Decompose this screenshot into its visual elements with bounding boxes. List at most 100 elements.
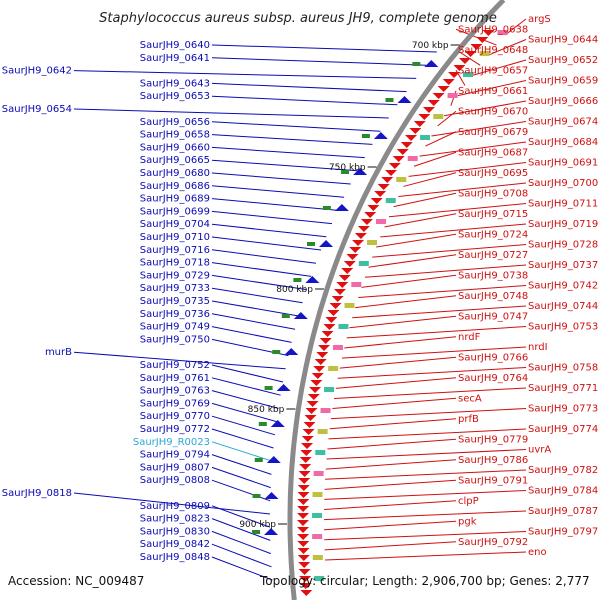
right-gene-label: SaurJH9_0652 bbox=[528, 55, 598, 66]
forward-strand-gene bbox=[297, 499, 310, 505]
gene-category-block bbox=[332, 345, 343, 350]
scale-tick-label: 850 kbp bbox=[248, 405, 285, 415]
left-label-connector bbox=[211, 505, 271, 528]
right-label-connector bbox=[352, 305, 527, 319]
forward-strand-gene bbox=[301, 436, 314, 442]
left-gene-label: SaurJH9_0642 bbox=[2, 66, 72, 77]
forward-strand-gene bbox=[305, 408, 318, 414]
forward-strand-gene bbox=[437, 86, 450, 92]
left-gene-label: SaurJH9_0686 bbox=[140, 181, 210, 192]
forward-strand-gene bbox=[323, 324, 336, 330]
gene-category-block bbox=[407, 156, 418, 161]
right-label-connector bbox=[329, 418, 457, 430]
forward-strand-gene bbox=[299, 464, 312, 470]
reverse-gene-block bbox=[385, 98, 394, 102]
right-label-connector bbox=[361, 274, 457, 288]
left-gene-label: SaurJH9_0794 bbox=[140, 450, 210, 461]
gene-category-block bbox=[385, 198, 396, 203]
left-gene-label: SaurJH9_0769 bbox=[140, 398, 210, 409]
left-label-connector bbox=[211, 274, 307, 291]
left-label-connector bbox=[211, 287, 303, 304]
forward-strand-gene bbox=[299, 576, 312, 582]
gene-category-block bbox=[351, 282, 362, 287]
left-label-connector bbox=[73, 108, 389, 119]
right-label-connector bbox=[455, 28, 497, 46]
reverse-strand-gene bbox=[293, 312, 308, 319]
forward-strand-gene bbox=[374, 191, 387, 197]
right-gene-label: SaurJH9_0753 bbox=[528, 322, 598, 333]
forward-strand-gene bbox=[442, 79, 455, 85]
reverse-gene-block bbox=[254, 458, 263, 462]
forward-strand-gene bbox=[338, 275, 351, 281]
left-label-connector bbox=[211, 556, 273, 581]
forward-strand-gene bbox=[298, 478, 311, 484]
genome-backbone bbox=[287, 0, 506, 600]
right-label-connector bbox=[408, 162, 527, 177]
right-label-connector bbox=[327, 438, 457, 450]
gene-category-block bbox=[420, 135, 431, 140]
forward-strand-gene bbox=[313, 366, 326, 372]
left-gene-label: SaurJH9_0643 bbox=[140, 78, 210, 89]
right-label-connector bbox=[413, 151, 457, 167]
right-gene-label: SaurJH9_0674 bbox=[528, 117, 598, 128]
left-gene-label: SaurJH9_0653 bbox=[140, 91, 210, 102]
scale-tick-label: 900 kbp bbox=[239, 520, 276, 530]
left-gene-label: SaurJH9_0750 bbox=[140, 334, 210, 345]
forward-strand-gene bbox=[405, 135, 418, 141]
right-label-connector bbox=[334, 387, 527, 399]
right-label-connector bbox=[504, 18, 527, 36]
forward-strand-gene bbox=[388, 163, 401, 169]
reverse-strand-gene bbox=[264, 492, 279, 499]
right-label-connector bbox=[324, 479, 457, 490]
right-gene-label: SaurJH9_0797 bbox=[528, 527, 598, 538]
forward-strand-gene bbox=[301, 443, 314, 449]
left-gene-label: SaurJH9_0689 bbox=[140, 194, 210, 205]
left-label-connector bbox=[211, 390, 279, 409]
right-label-connector bbox=[335, 377, 457, 389]
forward-strand-gene bbox=[357, 226, 370, 232]
gene-category-block bbox=[433, 114, 444, 119]
left-label-connector bbox=[211, 326, 292, 343]
forward-strand-gene bbox=[298, 471, 311, 477]
reverse-gene-block bbox=[322, 206, 331, 210]
right-label-connector bbox=[341, 346, 527, 359]
left-gene-label: SaurJH9_0830 bbox=[140, 526, 210, 537]
forward-strand-gene bbox=[297, 485, 310, 491]
right-label-connector bbox=[380, 223, 527, 238]
forward-strand-gene bbox=[453, 65, 466, 71]
right-gene-label: SaurJH9_0711 bbox=[528, 199, 598, 210]
right-gene-label: SaurJH9_0764 bbox=[458, 373, 528, 384]
right-gene-label: nrdF bbox=[458, 332, 481, 343]
forward-strand-gene bbox=[476, 37, 489, 43]
right-gene-label: SaurJH9_0792 bbox=[458, 537, 528, 548]
left-label-connector bbox=[211, 185, 345, 198]
left-gene-label: SaurJH9_R0023 bbox=[133, 437, 210, 448]
reverse-strand-gene bbox=[305, 276, 320, 283]
left-label-connector bbox=[211, 364, 284, 383]
left-label-connector bbox=[211, 82, 407, 93]
left-gene-label: SaurJH9_0665 bbox=[140, 155, 210, 166]
left-gene-label: SaurJH9_0729 bbox=[140, 270, 210, 281]
forward-strand-gene bbox=[297, 555, 310, 561]
right-label-connector bbox=[488, 39, 527, 56]
right-gene-label: secA bbox=[458, 393, 482, 404]
reverse-strand-gene bbox=[319, 240, 334, 247]
forward-strand-gene bbox=[413, 121, 426, 127]
left-label-connector bbox=[211, 236, 322, 251]
left-label-connector bbox=[211, 159, 358, 172]
forward-strand-gene bbox=[303, 422, 316, 428]
right-label-connector bbox=[349, 315, 457, 329]
left-gene-label: SaurJH9_0699 bbox=[140, 206, 210, 217]
left-gene-label: SaurJH9_0772 bbox=[140, 424, 210, 435]
left-label-connector bbox=[211, 300, 299, 317]
left-gene-label: SaurJH9_0807 bbox=[140, 462, 210, 473]
reverse-strand-gene bbox=[266, 456, 281, 463]
left-gene-label: SaurJH9_0848 bbox=[140, 552, 210, 563]
right-gene-label: SaurJH9_0747 bbox=[458, 311, 528, 322]
right-gene-label: SaurJH9_0758 bbox=[528, 363, 598, 374]
left-label-connector bbox=[211, 377, 281, 396]
gene-category-block bbox=[324, 387, 335, 392]
right-gene-label: uvrA bbox=[528, 445, 551, 456]
forward-strand-gene bbox=[418, 114, 431, 120]
right-gene-label: nrdI bbox=[528, 342, 548, 353]
